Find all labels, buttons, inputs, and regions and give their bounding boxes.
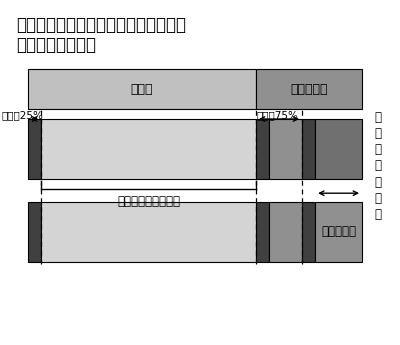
Bar bbox=[302, 202, 315, 262]
Text: 地方法人特別譲与税・地方再生対策費: 地方法人特別譲与税・地方再生対策費 bbox=[16, 16, 186, 33]
Bar bbox=[269, 202, 302, 262]
Text: 地: 地 bbox=[374, 111, 382, 124]
Bar bbox=[28, 119, 41, 179]
Bar bbox=[256, 119, 269, 179]
Bar bbox=[315, 119, 362, 179]
Text: 策: 策 bbox=[374, 192, 382, 205]
Text: 地方交付税: 地方交付税 bbox=[290, 82, 328, 96]
Text: による歳入の変化: による歳入の変化 bbox=[16, 36, 96, 54]
Bar bbox=[41, 119, 256, 179]
Text: 地方法人特別譲与税: 地方法人特別譲与税 bbox=[117, 195, 180, 208]
Text: 増加の75%: 増加の75% bbox=[257, 110, 299, 120]
Bar bbox=[302, 119, 315, 179]
Bar bbox=[28, 69, 256, 109]
Text: 費: 費 bbox=[374, 208, 382, 221]
Text: 増加の25%: 増加の25% bbox=[2, 110, 44, 120]
Text: 生: 生 bbox=[374, 159, 382, 172]
Bar bbox=[256, 69, 362, 109]
Bar bbox=[28, 202, 41, 262]
Text: 地方交付税: 地方交付税 bbox=[321, 225, 356, 238]
Bar bbox=[269, 119, 302, 179]
Text: 再: 再 bbox=[374, 143, 382, 156]
Text: 方: 方 bbox=[374, 127, 382, 140]
Text: 地方税: 地方税 bbox=[131, 82, 153, 96]
Text: 対: 対 bbox=[374, 176, 382, 189]
Bar bbox=[256, 202, 269, 262]
Bar bbox=[315, 202, 362, 262]
Bar bbox=[41, 202, 256, 262]
